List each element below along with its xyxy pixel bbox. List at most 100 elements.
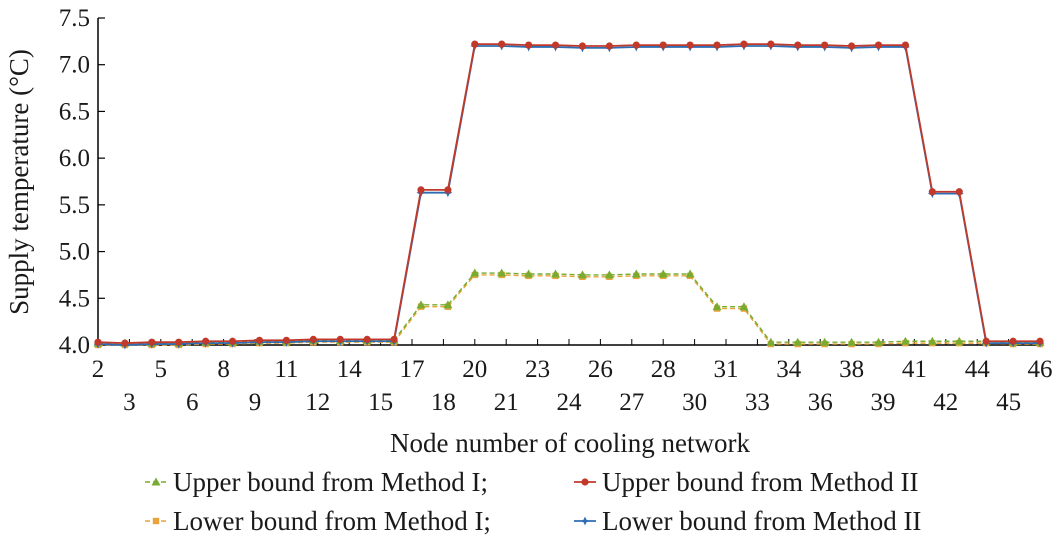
series-line bbox=[97, 45, 1040, 346]
x-tick-label: 31 bbox=[714, 356, 739, 383]
data-point bbox=[847, 337, 857, 346]
data-point bbox=[766, 337, 776, 346]
x-tick-label: 9 bbox=[249, 389, 262, 416]
data-point bbox=[659, 41, 667, 49]
x-tick-label: 21 bbox=[494, 389, 519, 416]
x-tick-label: 8 bbox=[217, 356, 230, 383]
x-tick-label: 33 bbox=[745, 389, 770, 416]
x-ticks: 2 5 8 11 14 17 20 23 26 28 31 34 38 41 44 463 6 9 12 15 18 21… bbox=[92, 339, 1053, 416]
x-tick-label: 41 bbox=[902, 356, 927, 383]
data-point bbox=[767, 40, 775, 48]
data-point bbox=[551, 269, 561, 278]
data-point bbox=[228, 337, 237, 345]
data-point bbox=[94, 338, 102, 346]
data-point bbox=[255, 336, 264, 344]
x-tick-label: 36 bbox=[808, 389, 833, 416]
data-point bbox=[685, 269, 695, 278]
data-point bbox=[363, 335, 371, 343]
data-point bbox=[282, 336, 290, 344]
legend-item: Lower bound from Method I; bbox=[145, 506, 491, 536]
x-tick-label: 34 bbox=[776, 356, 802, 383]
x-tick-label: 38 bbox=[839, 356, 864, 383]
x-tick-label: 44 bbox=[965, 356, 991, 383]
data-point bbox=[874, 337, 884, 346]
data-point bbox=[121, 339, 129, 347]
y-tick-label: 6.0 bbox=[59, 145, 90, 172]
legend-marker bbox=[151, 477, 161, 486]
data-point bbox=[336, 335, 344, 343]
data-point bbox=[928, 188, 936, 196]
data-point bbox=[821, 41, 829, 49]
data-point bbox=[175, 338, 183, 346]
data-point bbox=[498, 40, 506, 48]
data-point bbox=[712, 302, 722, 311]
data-point bbox=[416, 300, 426, 309]
series-group bbox=[93, 40, 1045, 350]
data-point bbox=[901, 41, 910, 49]
series-line bbox=[98, 274, 1040, 346]
data-point bbox=[443, 300, 453, 309]
x-tick-label: 14 bbox=[337, 356, 363, 383]
x-tick-label: 30 bbox=[682, 389, 707, 416]
x-tick-label: 20 bbox=[462, 356, 487, 383]
series-3 bbox=[93, 41, 1045, 350]
y-tick-label: 6.5 bbox=[59, 98, 90, 125]
data-point bbox=[900, 336, 910, 345]
x-tick-label: 39 bbox=[871, 389, 896, 416]
series-line bbox=[97, 43, 1040, 345]
data-point bbox=[632, 41, 640, 49]
axes bbox=[97, 18, 1040, 346]
data-point bbox=[713, 41, 721, 49]
x-tick-label: 46 bbox=[1028, 356, 1053, 383]
legend-marker bbox=[581, 478, 589, 486]
x-tick-label: 3 bbox=[123, 389, 136, 416]
data-point bbox=[1036, 337, 1044, 345]
data-point bbox=[1009, 337, 1017, 345]
legend-item: Lower bound from Method II bbox=[574, 506, 921, 536]
data-point bbox=[794, 41, 802, 49]
y-tick-label: 5.0 bbox=[59, 239, 90, 266]
data-point bbox=[148, 338, 156, 346]
x-tick-label: 42 bbox=[933, 389, 958, 416]
data-point bbox=[874, 41, 883, 49]
data-point bbox=[604, 270, 614, 279]
data-point bbox=[740, 40, 748, 48]
x-axis-title: Node number of cooling network bbox=[390, 428, 750, 458]
data-point bbox=[444, 186, 452, 194]
y-tick-label: 5.5 bbox=[59, 192, 90, 219]
data-point bbox=[631, 269, 641, 278]
data-point bbox=[955, 188, 963, 196]
series-line bbox=[98, 272, 1040, 344]
legend-item: Upper bound from Method I; bbox=[145, 467, 488, 497]
data-point bbox=[551, 41, 560, 49]
x-tick-label: 45 bbox=[996, 389, 1021, 416]
x-tick-label: 17 bbox=[400, 356, 425, 383]
data-point bbox=[739, 302, 749, 311]
data-point bbox=[927, 336, 937, 345]
legend-item: Upper bound from Method II bbox=[574, 467, 918, 497]
data-point bbox=[524, 269, 534, 278]
y-axis-title: Supply temperature (°C) bbox=[4, 49, 34, 315]
data-point bbox=[417, 186, 425, 194]
data-point bbox=[658, 269, 668, 278]
data-point bbox=[390, 335, 398, 343]
x-tick-label: 18 bbox=[431, 389, 456, 416]
x-tick-label: 6 bbox=[186, 389, 199, 416]
x-tick-label: 27 bbox=[619, 389, 644, 416]
legend-label: Upper bound from Method I; bbox=[173, 467, 488, 497]
y-ticks: 4.0 4.5 5.0 5.5 6.0 6.5 7.0 7.5 bbox=[59, 5, 105, 359]
x-tick-label: 5 bbox=[155, 356, 168, 383]
data-point bbox=[686, 41, 694, 49]
x-tick-label: 28 bbox=[651, 356, 676, 383]
data-point bbox=[471, 40, 479, 48]
data-point bbox=[578, 42, 587, 50]
legend: Upper bound from Method I; Upper bound fr… bbox=[145, 467, 921, 536]
x-tick-label: 26 bbox=[588, 356, 613, 383]
data-point bbox=[497, 268, 507, 277]
legend-label: Lower bound from Method II bbox=[602, 506, 921, 536]
y-tick-label: 4.0 bbox=[59, 332, 90, 359]
x-tick-label: 15 bbox=[368, 389, 393, 416]
data-point bbox=[793, 337, 803, 346]
data-point bbox=[982, 337, 990, 345]
data-point bbox=[470, 268, 480, 277]
